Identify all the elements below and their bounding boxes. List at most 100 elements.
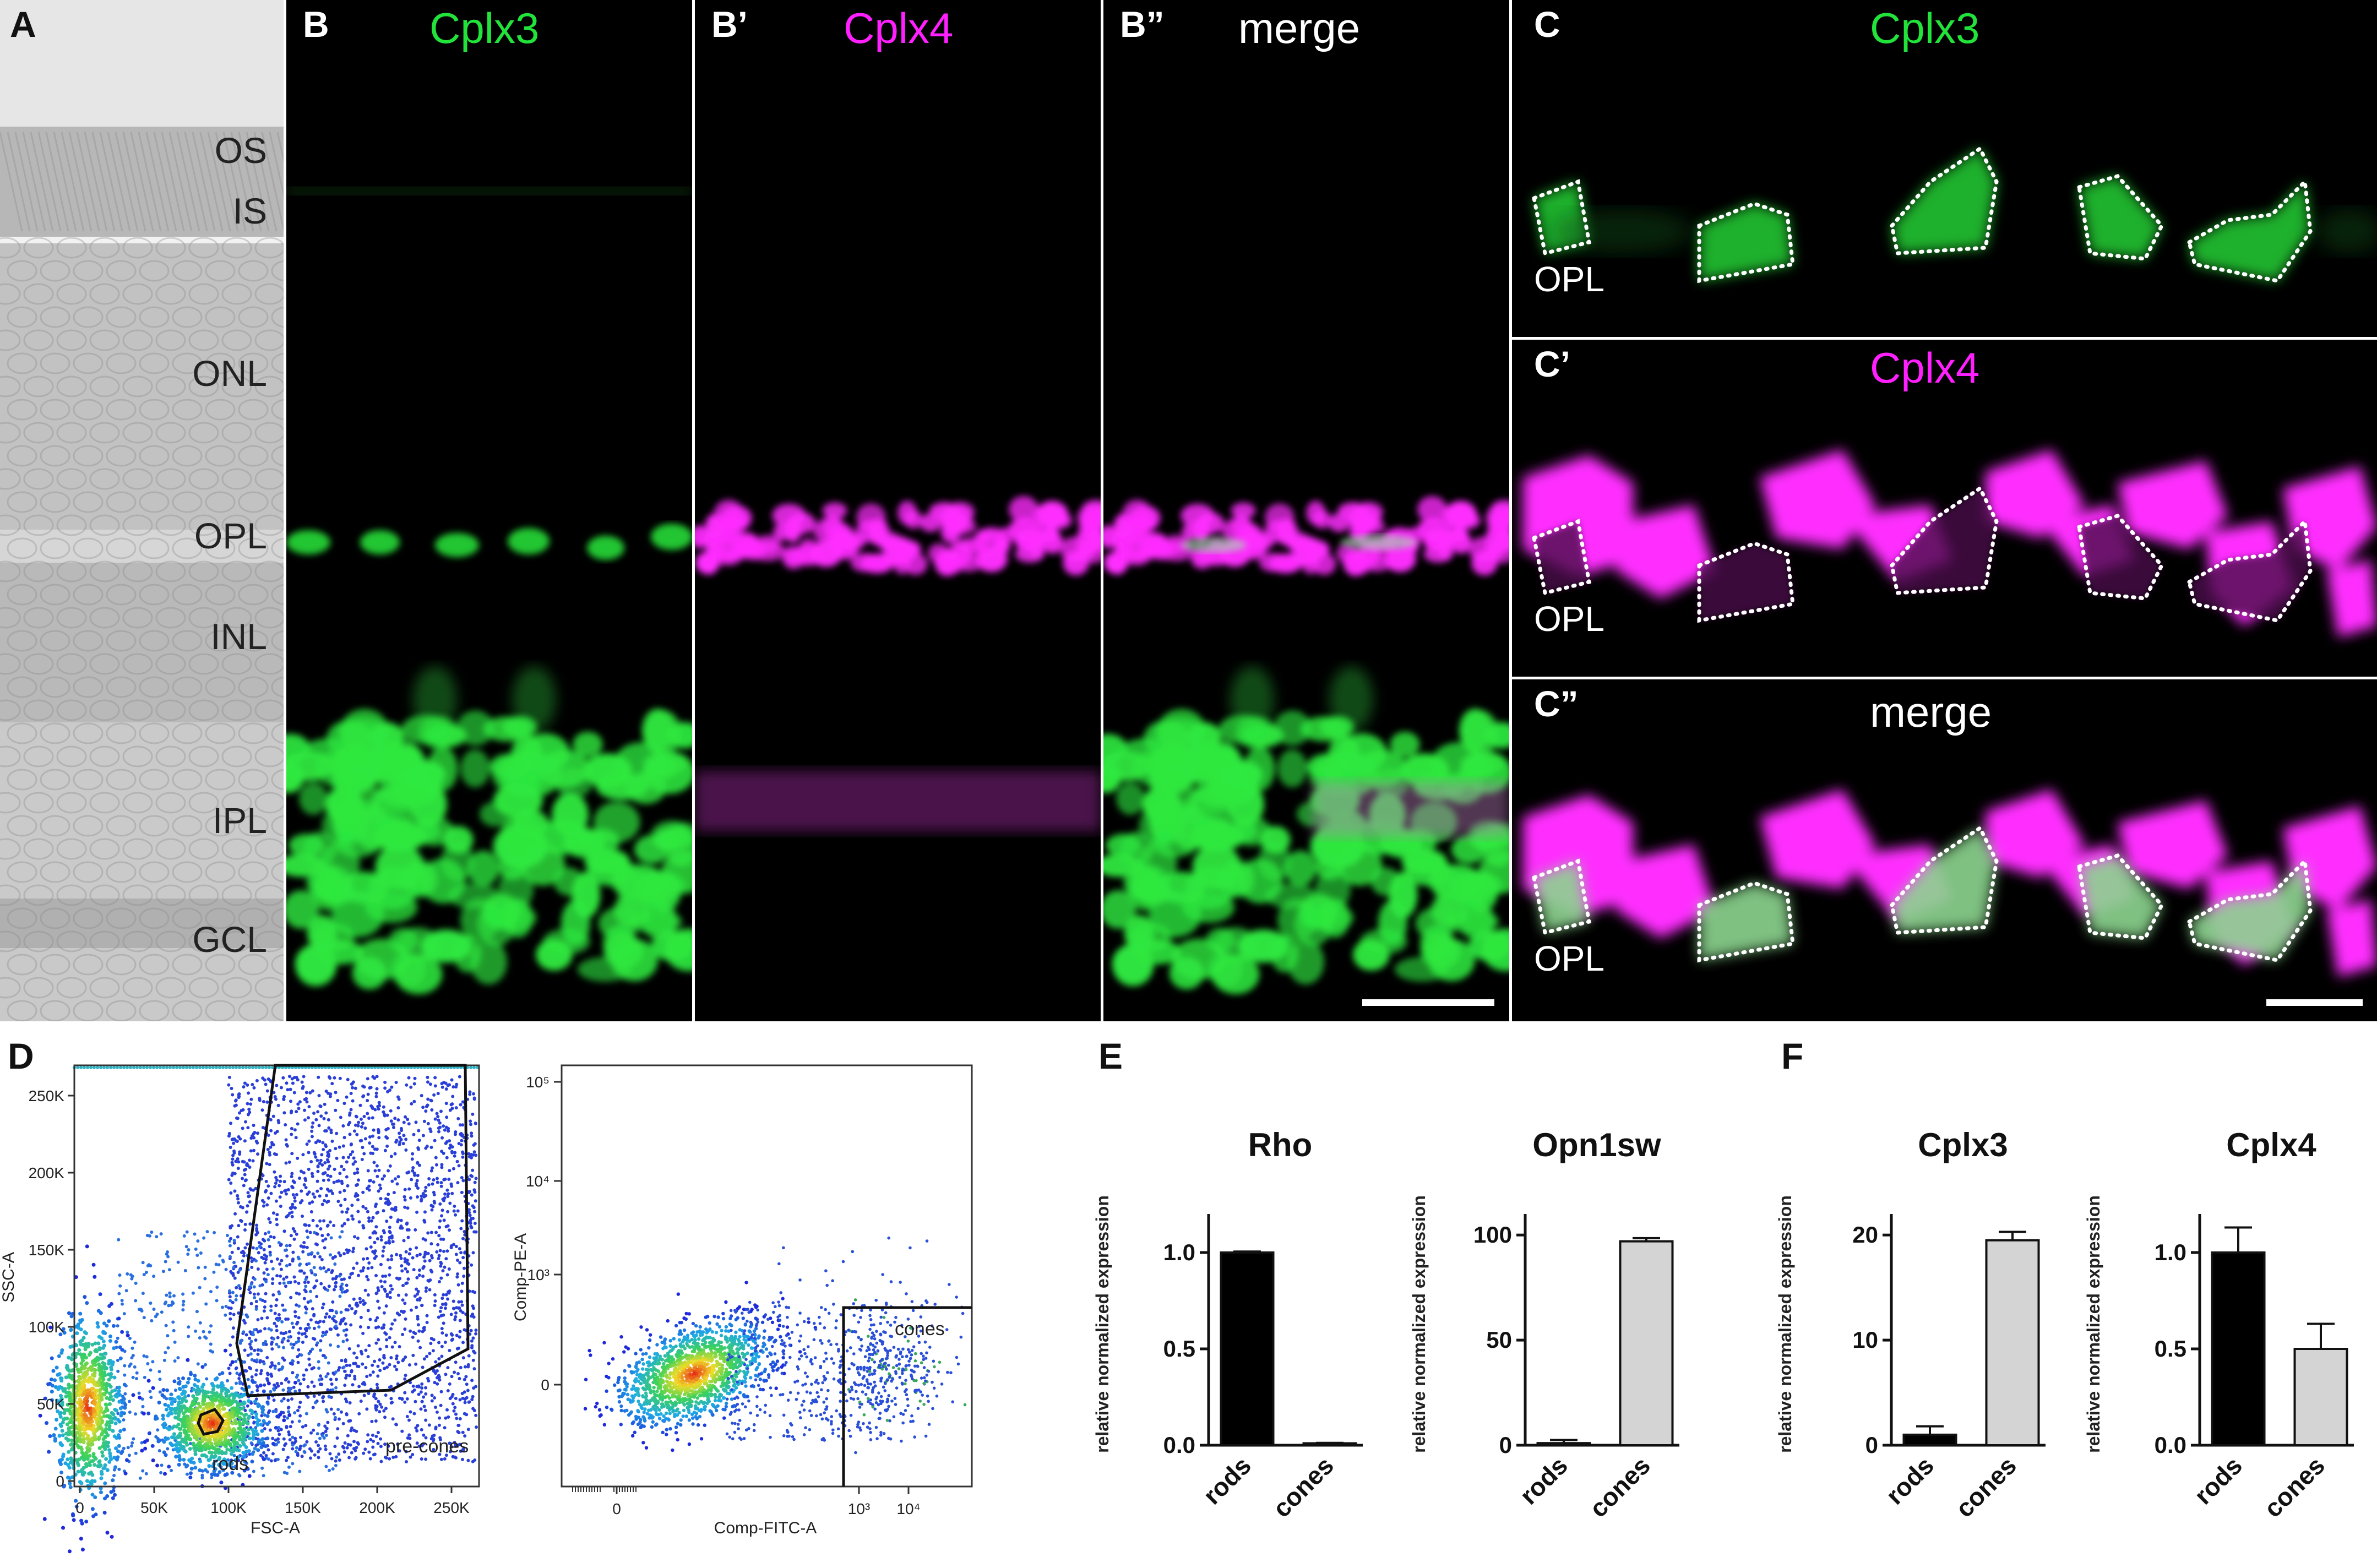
bar-cones [1985,1239,2040,1447]
gate-cones [842,1306,972,1487]
bar-category-label: rods [2189,1451,2248,1510]
bar-chart-ytick-label: 0.0 [2155,1432,2186,1458]
bar-chart-ylabel: relative normalized expression [2084,1195,2103,1453]
bar-chart-title: Cplx4 [2226,1126,2316,1163]
facs-plot-fsc-ssc: rods pre-cones 0 50K 100K 150K 200K 250K 050K… [0,1064,480,1554]
bar-rods [1902,1433,1957,1447]
bar-chart-ylabel: relative normalized expression [1093,1195,1112,1453]
facs2-xlabel: Comp-FITC-A [714,1519,817,1537]
gate-pre-cones-label: pre-cones [385,1436,469,1457]
panel-c1-label: C’ [1534,344,1570,384]
layer-opl-label: OPL [194,515,267,556]
bar-chart-ylabel: relative normalized expression [1410,1195,1429,1453]
facs2-ylabel: Comp-PE-A [512,1233,530,1321]
facs1-ylabel: SSC-A [0,1252,18,1303]
facs2-axes-frame [561,1064,973,1488]
bar-chart-ytick-label: 10 [1852,1327,1878,1353]
bar-chart-rho: relative normalized expression Rho 0.0 0.5 1… [1093,1126,1363,1523]
layer-gcl-label: GCL [192,919,267,960]
panel-d-label: D [8,1036,34,1076]
bar-chart-opn1sw: relative normalized expression Opn1sw 0 50 1… [1410,1126,1679,1523]
bar-category-label: cones [1584,1451,1656,1523]
panel-b-channel-label: Cplx3 [429,4,540,52]
panel-a-dic-image: A OS IS ONL OPL INL IPL GCL [0,0,284,1021]
bar-rods [1536,1442,1591,1447]
layer-inl-label: INL [210,616,267,657]
cplx4-zoom-stain [1523,450,2377,637]
bar-chart-ytick-label: 0 [1865,1432,1878,1458]
facs1-xlabel: FSC-A [251,1519,300,1537]
layer-is-label: IS [232,190,267,231]
panel-c-cplx3-zoom: C Cplx3 OPL [1512,0,2377,337]
panel-c-opl-label: OPL [1534,259,1605,299]
bar-category-label: cones [2258,1451,2330,1523]
cplx3-stain [286,187,692,994]
scale-bar-b [1362,999,1494,1006]
facs2-dot-cloud [583,1236,967,1455]
bar-chart-cplx4: relative normalized expression Cplx4 0.0 0.… [2084,1126,2354,1523]
layer-ipl-label: IPL [212,800,267,841]
bar-chart-ylabel: relative normalized expression [1776,1195,1795,1453]
panel-c-label: C [1534,4,1560,45]
bar-chart-ytick-label: 0.5 [2155,1336,2186,1362]
facs2-x-ticks: 0 10³ 10⁴ [572,1487,921,1517]
gate-pre-cones [235,1064,470,1397]
bar-chart-ytick-label: 0 [1499,1432,1512,1458]
panel-f-label: F [1781,1036,1804,1076]
gate-cones-label: cones [895,1319,945,1340]
dic-retina-image [0,0,284,1021]
bar-chart-cplx3: relative normalized expression Cplx3 0 10 20… [1776,1126,2046,1523]
gate-rods [197,1407,225,1436]
cplx3-zoom-stain [1531,145,2377,284]
bar-chart-ytick-label: 20 [1852,1222,1878,1248]
bar-category-label: rods [1198,1451,1257,1510]
panel-b2-channel-label: merge [1238,4,1361,52]
panel-b-cplx3-image: B Cplx3 [286,0,692,1021]
panel-a-label: A [10,4,36,45]
bar-category-label: cones [1267,1451,1339,1523]
bar-rods [1220,1251,1275,1446]
panel-c2-label: C” [1534,683,1579,724]
bar-chart-ytick-label: 1.0 [2155,1239,2186,1265]
gate-rods-label: rods [212,1453,248,1474]
bar-rods [2211,1251,2266,1446]
bar-chart-ytick-label: 1.0 [1163,1239,1195,1265]
bar-chart-title: Rho [1248,1126,1313,1163]
panel-b-label: B [303,4,329,45]
panel-e-label: E [1098,1036,1123,1076]
bar-category-label: cones [1950,1451,2022,1523]
panel-b1-channel-label: Cplx4 [844,4,954,52]
bar-chart-ytick-label: 0.5 [1163,1336,1195,1362]
panel-c1-opl-label: OPL [1534,599,1605,639]
bar-chart-ytick-label: 0.0 [1163,1432,1195,1458]
bar-chart-title: Opn1sw [1532,1126,1661,1163]
panel-c2-channel-label: merge [1870,688,1992,736]
layer-os-label: OS [214,130,267,171]
cplx4-stain [695,496,1101,831]
facs1-x-ticks: 0 50K 100K 150K 200K 250K [75,1487,470,1516]
panel-c-channel-label: Cplx3 [1870,4,1980,52]
panel-c2-merge-zoom: C” merge OPL [1512,679,2377,1021]
panel-b1-label: B’ [711,4,748,45]
panel-c2-opl-label: OPL [1534,939,1605,978]
panel-c1-channel-label: Cplx4 [1870,344,1980,392]
bar-chart-ytick-label: 100 [1473,1222,1512,1248]
panel-b2-merge-image: B” merge [1103,0,1509,1021]
bar-chart-title: Cplx3 [1918,1126,2008,1163]
bar-cones [1619,1240,1674,1447]
merge-zoom-stain [1523,790,2377,977]
bar-category-label: rods [1514,1451,1573,1510]
panel-b2-label: B” [1120,4,1165,45]
bar-chart-ytick-label: 50 [1486,1327,1512,1353]
bar-category-label: rods [1880,1451,1939,1510]
panel-c1-cplx4-zoom: C’ Cplx4 OPL [1512,340,2377,677]
panel-b1-cplx4-image: B’ Cplx4 [695,0,1101,1021]
facs1-dot-cloud [38,1066,479,1554]
scale-bar-c [2266,999,2363,1006]
merge-stain [1103,496,1509,994]
layer-onl-label: ONL [192,353,267,394]
bar-cones [2293,1348,2348,1446]
